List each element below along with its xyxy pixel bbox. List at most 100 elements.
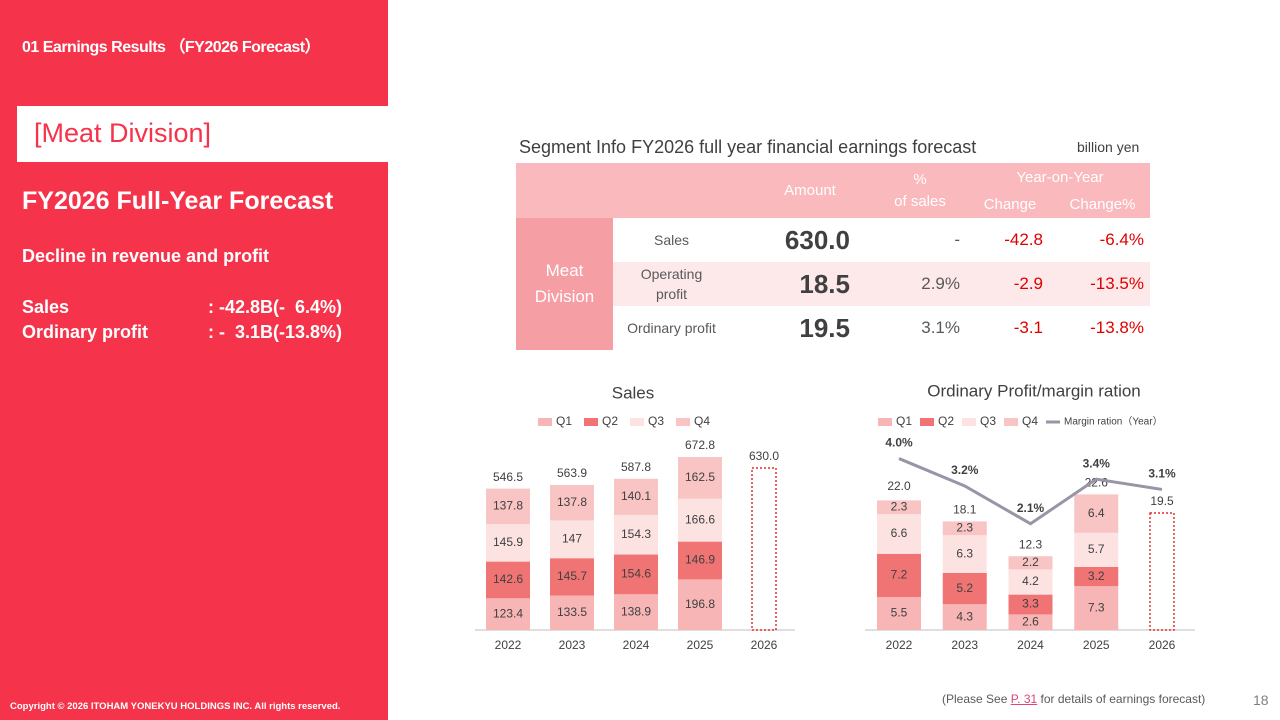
segment-label: 147 <box>562 531 582 545</box>
bar-segment <box>1008 594 1053 615</box>
row-label: Operating profit <box>640 266 703 302</box>
segment-label: 154.3 <box>621 527 651 541</box>
bar-segment <box>614 478 658 515</box>
x-tick-label: 2026 <box>751 638 778 652</box>
segment-label: 2.3 <box>891 499 908 513</box>
segment-label: 5.5 <box>891 606 908 620</box>
bar-segment <box>678 498 722 542</box>
segment-label: 133.5 <box>557 605 587 619</box>
legend-label: Q3 <box>648 414 664 428</box>
division-title: [Meat Division] <box>34 118 212 148</box>
col-header: Change% <box>1069 196 1136 213</box>
x-tick-label: 2022 <box>495 638 522 652</box>
chart-title: Sales <box>612 383 655 402</box>
segment-label: 145.7 <box>557 569 587 583</box>
x-tick-label: 2022 <box>886 638 913 652</box>
total-label: 18.1 <box>953 503 977 517</box>
legend-label: Q3 <box>980 414 996 428</box>
total-label: 12.3 <box>1019 537 1043 551</box>
segment-label: 7.3 <box>1088 600 1105 614</box>
chart-title: Ordinary Profit/margin ration <box>927 381 1141 400</box>
bar-segment <box>614 554 658 595</box>
bar-segment <box>614 594 658 630</box>
note-text: for details of earnings forecast) <box>1037 692 1206 706</box>
legend-swatch <box>1004 418 1018 426</box>
x-tick-label: 2023 <box>951 638 978 652</box>
col-header: Year-on-Year <box>1016 169 1104 186</box>
total-label: 630.0 <box>749 449 779 463</box>
segment-label: 2.6 <box>1022 614 1039 628</box>
segment-label: 2.3 <box>956 520 973 534</box>
legend-label: Margin ration（Year） <box>1064 416 1163 428</box>
item-value: : - 3.1B(-13.8%) <box>208 322 343 342</box>
total-label: 546.5 <box>493 470 523 484</box>
row-group: Meat Division <box>516 218 613 350</box>
segment-label: 166.6 <box>685 512 715 526</box>
x-tick-label: 2024 <box>1017 638 1044 652</box>
bar-segment <box>678 541 722 580</box>
segment-label: 5.7 <box>1088 542 1105 556</box>
x-tick-label: 2024 <box>623 638 650 652</box>
bar-segment <box>486 488 530 525</box>
segment-label: 137.8 <box>493 499 523 513</box>
legend-label: Q1 <box>556 414 572 428</box>
segment-label: 4.2 <box>1022 574 1039 588</box>
bar-segment <box>942 604 987 630</box>
bar-segment <box>614 514 658 555</box>
share: 3.1% <box>921 318 960 337</box>
segment-label: 142.6 <box>493 572 523 586</box>
footnote: (Please See P. 31 for details of earning… <box>942 692 1205 706</box>
item-value: : -42.8B(- 6.4%) <box>208 297 343 317</box>
segment-label: 3.3 <box>1022 597 1039 611</box>
legend-swatch <box>920 418 934 426</box>
segment-label: 5.2 <box>956 581 973 595</box>
total-label: 672.8 <box>685 438 715 452</box>
section-title: 01 Earnings Results （FY2026 Forecast） <box>22 39 321 56</box>
total-label: 563.9 <box>557 466 587 480</box>
bar-segment <box>942 535 987 573</box>
forecast-bar <box>1149 512 1175 631</box>
bar-segment <box>1008 614 1053 630</box>
page-number: 18 <box>1253 692 1269 708</box>
total-label: 22.0 <box>887 479 911 493</box>
change-pct: -6.4% <box>1099 230 1144 249</box>
share: - <box>954 230 960 249</box>
change-pct: -13.8% <box>1090 318 1144 337</box>
bar-segment <box>1074 494 1119 533</box>
row-label: Sales <box>653 232 690 248</box>
segment-label: 162.5 <box>685 470 715 484</box>
segment-label: 146.9 <box>685 553 715 567</box>
bar-segment <box>1008 556 1053 570</box>
segment-label: 196.8 <box>685 597 715 611</box>
table-header <box>516 163 1150 218</box>
segment-label: 145.9 <box>493 535 523 549</box>
legend-label: Q2 <box>938 414 954 428</box>
x-tick-label: 2025 <box>1083 638 1110 652</box>
bar-segment <box>550 484 594 521</box>
legend-swatch <box>630 418 644 426</box>
note-text: (Please See <box>942 692 1011 706</box>
bar-segment <box>877 597 921 630</box>
segment-label: 154.6 <box>621 567 651 581</box>
change: -42.8 <box>1004 230 1043 249</box>
col-header: Change <box>983 196 1037 213</box>
bar-segment <box>550 595 594 630</box>
legend-swatch <box>538 418 552 426</box>
x-tick-label: 2025 <box>687 638 714 652</box>
x-tick-label: 2026 <box>1149 638 1176 652</box>
legend-swatch <box>584 418 598 426</box>
bar-segment <box>678 579 722 630</box>
legend-label: Q1 <box>896 414 912 428</box>
legend-label: Q2 <box>602 414 618 428</box>
item-label: Sales <box>22 297 70 317</box>
line-label: 4.0% <box>885 436 913 450</box>
bar-segment <box>877 553 921 597</box>
change-pct: -13.5% <box>1090 274 1144 293</box>
note-link[interactable]: P. 31 <box>1010 692 1038 706</box>
legend-swatch <box>962 418 976 426</box>
bar-segment <box>877 500 921 515</box>
bar-segment <box>1074 586 1119 630</box>
segment-label: 123.4 <box>493 606 523 620</box>
table-title: Segment Info FY2026 full year financial … <box>519 137 977 157</box>
